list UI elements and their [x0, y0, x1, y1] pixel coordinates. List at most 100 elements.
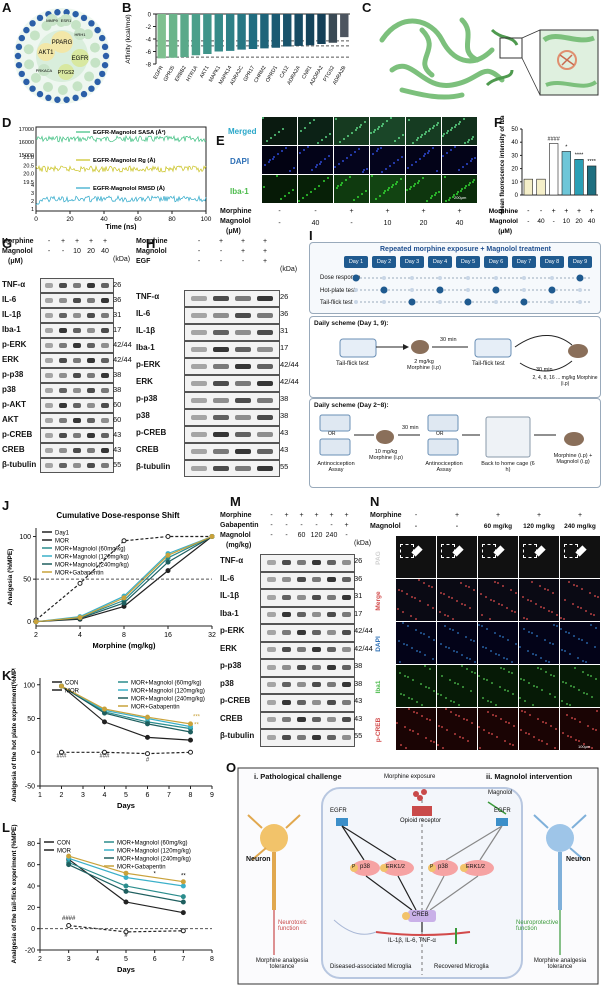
blot-band [87, 402, 95, 408]
cell-dot [378, 126, 380, 128]
magnolol-unit: (μM) [226, 228, 241, 235]
cell-dot [402, 611, 404, 613]
blot-row: IL-6 36 [0, 293, 133, 308]
cell-dot [541, 689, 543, 691]
cell-dot [417, 182, 419, 184]
cell-dot [351, 132, 353, 134]
scheme1-diagram [339, 334, 588, 372]
magnolol-value: 10 [383, 220, 392, 227]
blot-band [235, 380, 251, 386]
panel-j-label: J [2, 498, 10, 513]
cell-dot [400, 744, 402, 746]
blot-band [45, 447, 53, 453]
micrograph-cell [262, 117, 297, 145]
data-point [121, 595, 127, 601]
cell-dot [467, 141, 469, 143]
cell-dot [573, 635, 575, 637]
micrograph-cell [437, 708, 477, 750]
micrograph-cell [370, 146, 405, 174]
cell-dot [561, 700, 563, 702]
network-node [29, 30, 40, 41]
blot-band [191, 380, 207, 386]
cell-dot [455, 124, 457, 126]
cell-dot [401, 156, 403, 158]
cell-dot [366, 168, 368, 170]
cell-dot [478, 624, 480, 626]
schedule-dot [550, 276, 554, 280]
node-ptgs2 [58, 64, 74, 80]
blot-band [267, 664, 276, 670]
cell-dot [396, 181, 398, 183]
cell-dot [457, 683, 459, 685]
x-axis-label: Time (ns) [106, 224, 137, 230]
protein-label: p-AKT [2, 400, 26, 409]
cell-dot [592, 728, 594, 730]
cell-dot [386, 120, 388, 122]
cell-dot [512, 693, 514, 695]
western-blot-header: Morphine - + + + Magnolol - - + + EGF - - - + (kDa) [134, 238, 306, 286]
panel-m: M Morphine - + + + + + Gabapentin - - - - - + Magnolol… [218, 494, 373, 754]
magnolol-value: - [278, 220, 281, 227]
protein-label: β-tubulin [220, 731, 255, 740]
cell-dot [276, 175, 278, 177]
micrograph-cell [478, 579, 518, 621]
y-tick-label: 20 [27, 905, 35, 912]
node-akt1 [37, 43, 55, 61]
node-esr1 [60, 14, 72, 26]
micrograph-cell [560, 708, 600, 750]
cell-dot [453, 701, 455, 703]
blot-band [191, 397, 207, 403]
node-mmp9 [46, 14, 58, 26]
morphine-sign: - [527, 208, 530, 215]
cell-dot [495, 715, 497, 717]
cell-dot [423, 582, 425, 584]
treatment-sign: + [262, 238, 268, 245]
y-tick-label: 10 [511, 180, 518, 186]
cell-dot [361, 193, 363, 195]
cell-dot [412, 142, 414, 144]
bar-htr1a [191, 14, 201, 56]
blot-band [257, 295, 273, 301]
blot-band [213, 312, 229, 318]
blot-band [87, 357, 95, 363]
network-node [83, 29, 94, 40]
micrograph-cell [478, 708, 518, 750]
magnolol-value: 20 [575, 218, 583, 225]
treatment-sign: - [47, 248, 51, 255]
blot-row: IL-1β 31 [218, 589, 368, 607]
node-egfr-label: EGFR [72, 56, 89, 62]
cell-dot [536, 686, 538, 688]
micrograph-cell [334, 175, 369, 203]
cell-dot [538, 739, 540, 741]
network-node [71, 20, 82, 31]
cell-dot [409, 188, 411, 190]
cell-dot [282, 128, 284, 130]
panel-o: O [226, 760, 602, 986]
protein-label: CREB [220, 713, 243, 723]
cell-dot [384, 190, 386, 192]
cell-dot [310, 191, 312, 193]
blot-band [213, 397, 229, 403]
day-chip: Day 4 [428, 256, 452, 268]
x-tick-label: 8 [210, 956, 214, 963]
blot-band [101, 462, 109, 468]
blot-band [59, 417, 67, 423]
kda-value: 26 [280, 292, 289, 301]
cell-dot [413, 711, 415, 713]
cell-dot [340, 184, 342, 186]
significance-marker: # [146, 758, 150, 764]
network-node [101, 43, 109, 51]
cell-dot [442, 135, 444, 137]
blot-band [87, 387, 95, 393]
series-line [35, 165, 207, 173]
cell-dot [504, 740, 506, 742]
blot-row: ERK 42/44 [0, 353, 133, 368]
blot-frame [184, 290, 280, 307]
cell-dot [462, 686, 464, 688]
row-label-dapi: DAPI [230, 157, 250, 166]
network-node [18, 34, 26, 42]
cell-dot [391, 186, 393, 188]
magnolol-values: - 40 - 10 20 40 [262, 220, 478, 230]
blot-row: p-ERK 42/44 [0, 338, 133, 353]
blot-band [59, 327, 67, 333]
